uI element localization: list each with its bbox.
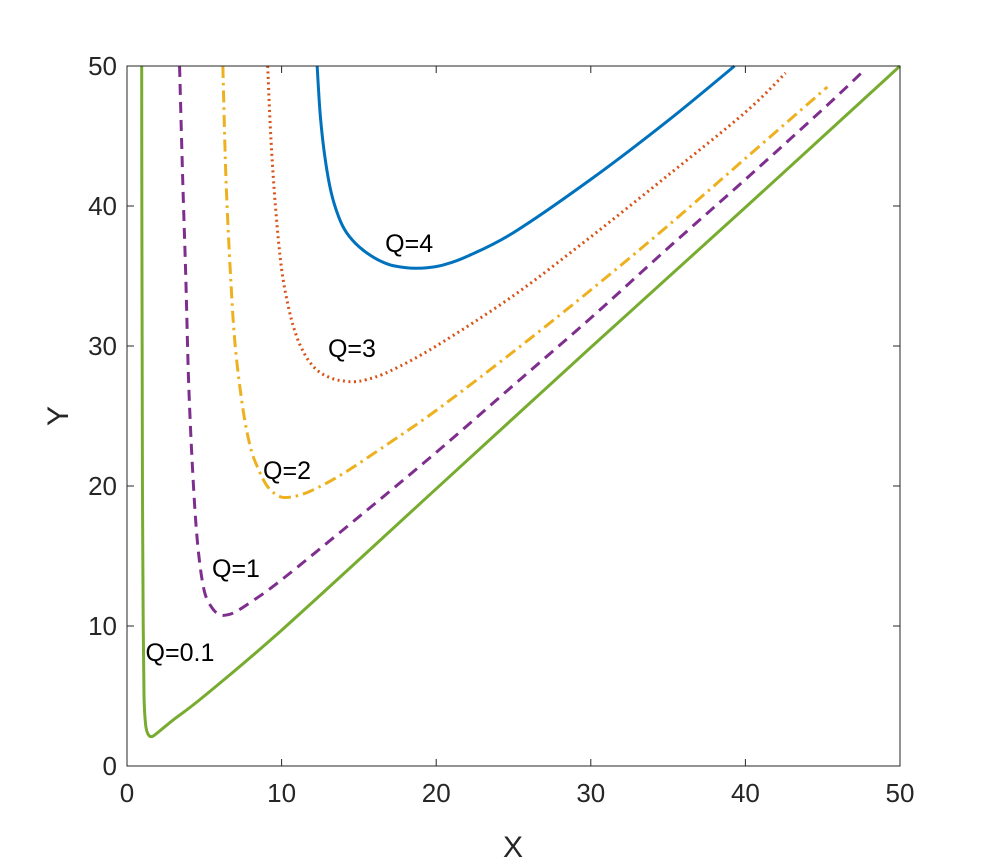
y-tick-label: 0: [103, 751, 117, 781]
curve-label: Q=1: [212, 555, 260, 583]
x-tick-label: 0: [120, 778, 134, 808]
series-layer: [140, 64, 902, 739]
x-tick-label: 10: [267, 778, 296, 808]
x-tick-label: 30: [576, 778, 605, 808]
series-line-q-2: [221, 65, 829, 500]
y-tick-label: 50: [88, 51, 117, 81]
axes-box: [126, 65, 901, 767]
y-tick-label: 10: [88, 611, 117, 641]
curve-label: Q=2: [263, 457, 311, 485]
curve-label-layer: Q=0.1 Q=1 Q=2 Q=3 Q=4: [146, 230, 434, 667]
y-axis-label: Y: [42, 406, 75, 426]
x-tick-label: 50: [886, 778, 915, 808]
tick-layer: 0 10 20 30 40 50 0 10 20 30 40 50: [88, 51, 914, 808]
series-line-q-0-1: [140, 64, 902, 739]
y-tick-label: 20: [88, 471, 117, 501]
x-tick-label: 20: [422, 778, 451, 808]
curve-label: Q=4: [385, 230, 433, 258]
curve-label: Q=3: [328, 335, 376, 363]
x-axis-label: X: [503, 831, 523, 864]
series-line-q-1: [178, 65, 863, 617]
y-tick-label: 40: [88, 191, 117, 221]
series-line-q-3: [266, 65, 787, 384]
series-line-q-4: [315, 64, 736, 270]
x-tick-label: 40: [731, 778, 760, 808]
curve-label: Q=0.1: [146, 639, 215, 667]
y-tick-label: 30: [88, 331, 117, 361]
